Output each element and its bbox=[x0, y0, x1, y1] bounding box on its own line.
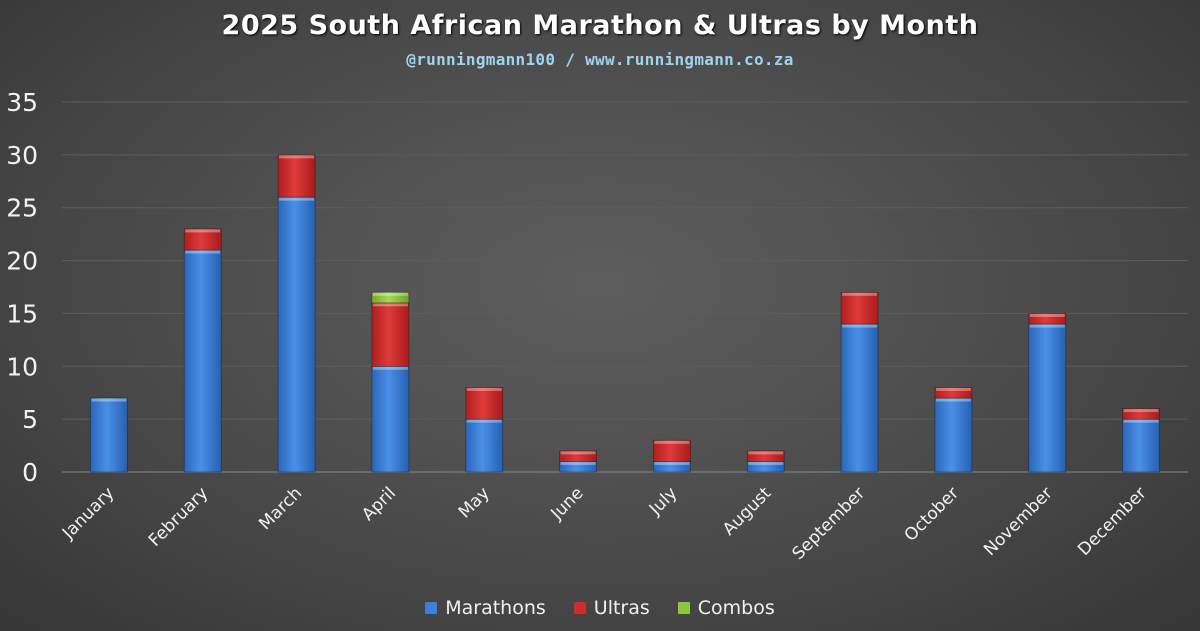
bar-highlight bbox=[466, 387, 502, 391]
bar-highlight bbox=[654, 440, 690, 444]
bar-highlight bbox=[372, 366, 408, 370]
bar-marathons-november bbox=[1028, 323, 1067, 473]
y-tick-label: 30 bbox=[6, 141, 38, 170]
bar-highlight bbox=[748, 461, 784, 465]
bar-highlight bbox=[560, 451, 596, 455]
bar-highlight bbox=[279, 155, 315, 159]
bar-highlight bbox=[279, 197, 315, 201]
legend-swatch bbox=[677, 602, 690, 614]
bar-highlight bbox=[1123, 409, 1159, 413]
x-tick-label: May bbox=[455, 483, 494, 522]
bar-highlight bbox=[185, 229, 221, 233]
bar-ultras-december bbox=[1122, 408, 1160, 420]
bar-marathons-march bbox=[277, 196, 316, 473]
y-tick-label: 15 bbox=[6, 299, 38, 328]
bar-marathons-january bbox=[90, 397, 128, 473]
bar-combos-april bbox=[371, 291, 410, 304]
bar-ultras-september bbox=[840, 291, 879, 325]
bar-ultras-october bbox=[934, 387, 973, 399]
bar-highlight bbox=[935, 398, 971, 402]
bar-highlight bbox=[935, 387, 971, 391]
x-tick-label: August bbox=[719, 483, 775, 539]
bar-marathons-february bbox=[183, 249, 222, 473]
bar-marathons-september bbox=[840, 323, 879, 473]
bar-ultras-august bbox=[746, 450, 785, 462]
bar-marathons-may bbox=[465, 418, 504, 473]
bar-highlight bbox=[1029, 313, 1065, 317]
legend-label: Marathons bbox=[445, 597, 546, 619]
x-tick-label: September bbox=[789, 483, 870, 564]
bar-ultras-february bbox=[183, 228, 222, 251]
bar-highlight bbox=[185, 250, 221, 254]
x-tick-label: February bbox=[145, 483, 212, 550]
bar-ultras-may bbox=[465, 387, 504, 420]
bar-ultras-june bbox=[559, 450, 597, 462]
bar-highlight bbox=[91, 398, 127, 402]
bar-marathons-october bbox=[934, 397, 973, 473]
bar-highlight bbox=[372, 303, 408, 307]
x-tick-label: January bbox=[58, 483, 118, 543]
bar-highlight bbox=[560, 461, 596, 465]
chart-legend: Marathons Ultras Combos bbox=[0, 597, 1200, 619]
bar-highlight bbox=[466, 419, 502, 423]
bar-highlight bbox=[654, 461, 690, 465]
legend-swatch bbox=[425, 602, 438, 614]
y-tick-label: 5 bbox=[22, 405, 38, 434]
y-tick-label: 20 bbox=[6, 247, 38, 276]
x-tick-label: November bbox=[980, 483, 1057, 560]
bar-highlight bbox=[842, 292, 878, 296]
y-tick-label: 25 bbox=[6, 194, 38, 223]
chart-subtitle: @runningmann100 / www.runningmann.co.za bbox=[406, 50, 794, 69]
bar-ultras-july bbox=[653, 439, 691, 462]
y-tick-label: 35 bbox=[6, 88, 38, 117]
bar-marathons-april bbox=[371, 365, 410, 473]
y-tick-label: 10 bbox=[6, 352, 38, 381]
legend-swatch bbox=[573, 602, 586, 614]
x-tick-label: July bbox=[645, 483, 681, 519]
bar-highlight bbox=[372, 292, 408, 296]
x-tick-label: June bbox=[547, 483, 588, 524]
bar-highlight bbox=[1123, 419, 1159, 423]
bar-highlight bbox=[748, 451, 784, 455]
x-tick-label: December bbox=[1074, 483, 1150, 559]
x-tick-label: March bbox=[255, 483, 306, 534]
x-tick-label: October bbox=[901, 483, 963, 545]
bar-ultras-november bbox=[1028, 313, 1067, 325]
x-tick-label: April bbox=[358, 483, 400, 525]
bar-highlight bbox=[842, 324, 878, 328]
bar-ultras-march bbox=[277, 154, 316, 198]
legend-label: Combos bbox=[697, 597, 775, 619]
y-tick-label: 0 bbox=[22, 458, 38, 487]
legend-item-ultras: Ultras bbox=[573, 597, 650, 619]
legend-item-combos: Combos bbox=[677, 597, 775, 619]
bar-highlight bbox=[1029, 324, 1065, 328]
chart-title: 2025 South African Marathon & Ultras by … bbox=[221, 10, 979, 41]
bar-marathons-december bbox=[1122, 418, 1160, 473]
legend-item-marathons: Marathons bbox=[425, 597, 546, 619]
legend-label: Ultras bbox=[593, 597, 650, 619]
bar-ultras-april bbox=[371, 302, 410, 367]
